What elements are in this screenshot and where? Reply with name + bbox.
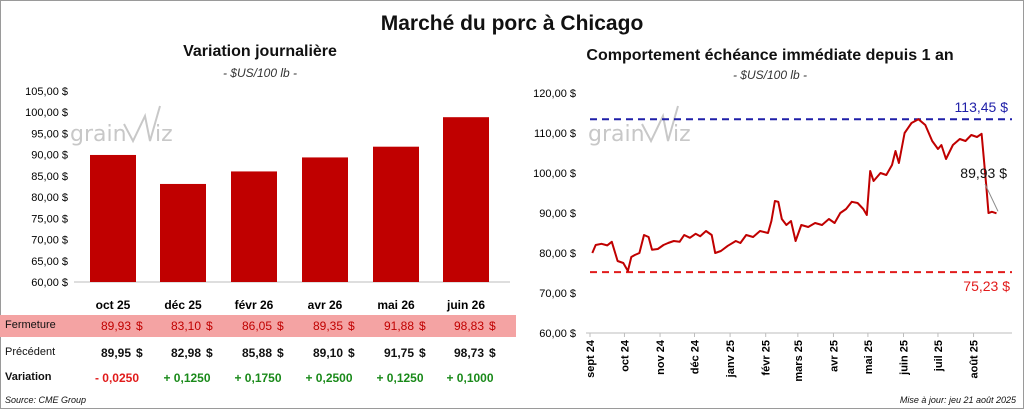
table-cell: 82,98	[170, 346, 201, 360]
x-tick-label: déc 24	[690, 339, 702, 374]
table-cell: 91,88	[383, 319, 414, 333]
watermark-mark	[641, 105, 679, 144]
x-tick-label: févr 26	[235, 298, 274, 312]
x-tick-label: juil 25	[933, 340, 945, 372]
x-tick-label: juin 25	[899, 340, 911, 376]
table-cell: 89,35	[312, 319, 343, 333]
table-cell: 86,05	[241, 319, 272, 333]
y-tick-label: 100,00 $	[25, 107, 68, 119]
page-title: Marché du porc à Chicago	[380, 12, 644, 35]
line-chart-subtitle: - $US/100 lb -	[732, 68, 808, 82]
table-cell: 83,10	[170, 319, 201, 333]
table-unit: $	[348, 319, 355, 333]
bar-chart-subtitle: - $US/100 lb -	[222, 66, 298, 80]
update-note: Mise à jour: jeu 21 août 2025	[899, 395, 1016, 405]
y-tick-label: 85,00 $	[31, 171, 68, 183]
row-label-fermeture: Fermeture	[5, 319, 56, 331]
x-tick-label: mars 25	[793, 340, 805, 382]
watermark-logo: grain iz	[70, 105, 173, 147]
bar	[90, 154, 136, 282]
bar-chart: 60,00 $ 65,00 $ 70,00 $ 75,00 $ 80,00 $ 85,00…	[25, 86, 510, 312]
table-unit: $	[136, 346, 143, 360]
watermark-text-left: grain	[588, 122, 645, 147]
table-unit: $	[348, 346, 355, 360]
y-tick-label: 70,00 $	[31, 235, 68, 247]
variation-cell: + 0,1750	[234, 371, 282, 385]
x-tick-label: sept 24	[585, 339, 597, 378]
y-tick-label: 75,00 $	[31, 213, 68, 225]
x-tick-label: avr 25	[828, 340, 840, 372]
watermark-text-left: grain	[70, 122, 127, 147]
bar	[373, 146, 419, 282]
watermark-text-right: iz	[673, 122, 691, 147]
table-unit: $	[206, 346, 213, 360]
table-cell: 91,75	[383, 346, 414, 360]
table-row-precedent: Précédent 89,95 $82,98 $85,88 $89,10 $91,75 $…	[0, 342, 516, 364]
x-tick-label: avr 26	[308, 298, 343, 312]
last-value-label: 89,93 $	[960, 165, 1007, 181]
table-cell: 89,93	[100, 319, 131, 333]
table-unit: $	[419, 346, 426, 360]
table-unit: $	[277, 319, 284, 333]
y-tick-label: 65,00 $	[31, 256, 68, 268]
row-label-precedent: Précédent	[5, 346, 56, 358]
y-tick-label: 80,00 $	[31, 192, 68, 204]
table-cell: 98,83	[453, 319, 484, 333]
y-tick-label: 60,00 $	[31, 277, 68, 289]
variation-cell: + 0,1250	[163, 371, 211, 385]
y-tick-label: 60,00 $	[539, 328, 576, 340]
y-tick-label: 120,00 $	[533, 88, 576, 100]
low-value-label: 75,23 $	[963, 278, 1010, 294]
row-label-variation: Variation	[5, 371, 52, 383]
bar	[231, 171, 277, 282]
bar-chart-title: Variation journalière	[183, 43, 337, 60]
last-value-leader	[984, 183, 999, 212]
x-tick-label: juin 26	[446, 298, 485, 312]
bar	[302, 157, 348, 282]
x-tick-label: mai 26	[377, 298, 415, 312]
y-tick-label: 70,00 $	[539, 288, 576, 300]
source-note: Source: CME Group	[5, 395, 87, 405]
y-tick-label: 110,00 $	[534, 128, 576, 140]
variation-cell: + 0,1250	[376, 371, 424, 385]
line-chart-title: Comportement échéance immédiate depuis 1…	[586, 47, 954, 64]
y-tick-label: 105,00 $	[25, 86, 68, 98]
table-cell: 98,73	[453, 346, 484, 360]
table-unit: $	[489, 346, 496, 360]
table-cell: 85,88	[241, 346, 272, 360]
x-tick-label: mai 25	[863, 340, 875, 374]
bar	[443, 117, 489, 282]
x-tick-label: nov 24	[655, 339, 667, 375]
table-cell: 89,95	[100, 346, 131, 360]
table-row-fermeture: Fermeture 89,93 $83,10 $86,05 $89,35 $91,88 $…	[0, 315, 516, 337]
x-tick-label: févr 25	[761, 340, 773, 375]
y-tick-label: 100,00 $	[533, 168, 576, 180]
watermark-logo-right: grain iz	[588, 105, 691, 147]
watermark-mark	[123, 105, 161, 144]
high-value-label: 113,45 $	[955, 99, 1009, 115]
x-tick-label: oct 24	[619, 339, 631, 372]
y-tick-label: 80,00 $	[539, 248, 576, 260]
table-row-variation: Variation - 0,0250 + 0,1250 + 0,1750 + 0,25…	[0, 367, 516, 389]
bar	[160, 183, 206, 282]
y-tick-label: 90,00 $	[31, 150, 68, 162]
x-tick-label: janv 25	[725, 340, 737, 378]
table-unit: $	[277, 346, 284, 360]
table-unit: $	[206, 319, 213, 333]
table-cell: 89,10	[312, 346, 343, 360]
x-tick-label: oct 25	[96, 298, 131, 312]
variation-cell: + 0,1000	[446, 371, 494, 385]
y-tick-label: 90,00 $	[539, 208, 576, 220]
x-tick-label: déc 25	[164, 298, 202, 312]
table-unit: $	[136, 319, 143, 333]
price-series-line	[591, 118, 997, 272]
y-tick-label: 95,00 $	[31, 128, 68, 140]
watermark-text-right: iz	[155, 122, 173, 147]
x-tick-label: août 25	[969, 340, 981, 379]
table-unit: $	[489, 319, 496, 333]
table-unit: $	[419, 319, 426, 333]
variation-cell: - 0,0250	[94, 371, 140, 385]
variation-cell: + 0,2500	[305, 371, 353, 385]
